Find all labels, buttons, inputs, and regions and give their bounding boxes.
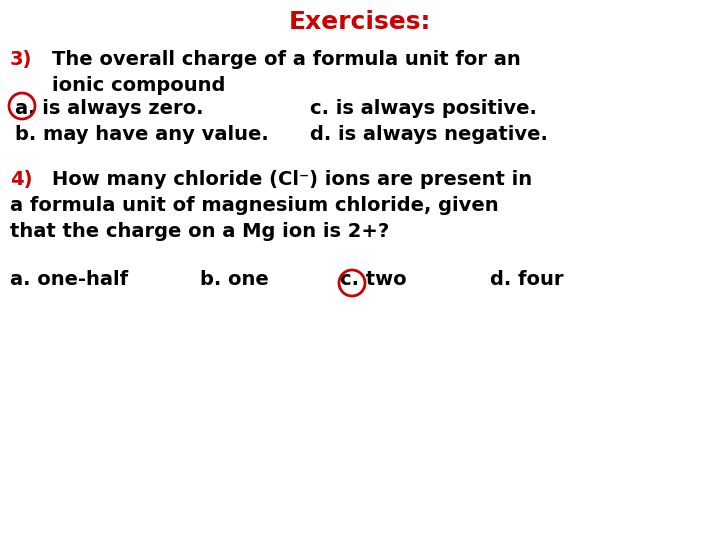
Text: a. is always zero.: a. is always zero. bbox=[15, 99, 204, 118]
Text: that the charge on a Mg ion is 2+?: that the charge on a Mg ion is 2+? bbox=[10, 222, 390, 241]
Text: 4): 4) bbox=[10, 170, 32, 189]
Text: 3): 3) bbox=[10, 50, 32, 69]
Text: a formula unit of magnesium chloride, given: a formula unit of magnesium chloride, gi… bbox=[10, 196, 499, 215]
Text: a. one-half: a. one-half bbox=[10, 270, 128, 289]
Text: The overall charge of a formula unit for an: The overall charge of a formula unit for… bbox=[52, 50, 521, 69]
Text: c. is always positive.: c. is always positive. bbox=[310, 99, 537, 118]
Text: c. two: c. two bbox=[340, 270, 407, 289]
Text: d. four: d. four bbox=[490, 270, 564, 289]
Text: b. may have any value.: b. may have any value. bbox=[15, 125, 269, 144]
Text: d. is always negative.: d. is always negative. bbox=[310, 125, 548, 144]
Text: b. one: b. one bbox=[200, 270, 269, 289]
Text: ionic compound: ionic compound bbox=[52, 76, 225, 95]
Text: Exercises:: Exercises: bbox=[289, 10, 431, 34]
Text: How many chloride (Cl⁻) ions are present in: How many chloride (Cl⁻) ions are present… bbox=[52, 170, 532, 189]
